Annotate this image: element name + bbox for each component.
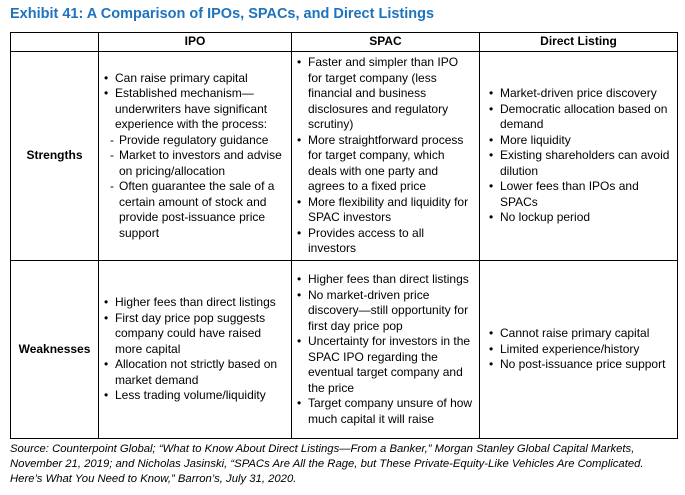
bullet-item: Established mechanism—underwriters have … [101,86,287,133]
bullet-item: Limited experience/history [486,342,673,358]
bullet-item: Target company unsure of how much capita… [294,396,475,427]
weaknesses-ipo-cell: Higher fees than direct listingsFirst da… [98,260,292,439]
row-label-weaknesses: Weaknesses [10,260,99,439]
strengths-ipo-list: Can raise primary capitalEstablished mec… [101,71,287,242]
bullet-item: Democratic allocation based on demand [486,102,673,133]
strengths-row: Strengths Can raise primary capitalEstab… [10,51,678,261]
weaknesses-direct-list: Cannot raise primary capitalLimited expe… [486,326,673,373]
weaknesses-direct-cell: Cannot raise primary capitalLimited expe… [479,260,678,439]
source-date: , July 31, 2020. [219,473,297,485]
header-spac: SPAC [291,32,480,52]
header-ipo: IPO [98,32,292,52]
strengths-direct-cell: Market-driven price discoveryDemocratic … [479,51,678,261]
strengths-direct-list: Market-driven price discoveryDemocratic … [486,86,673,226]
bullet-item: More liquidity [486,133,673,149]
weaknesses-ipo-list: Higher fees than direct listingsFirst da… [101,295,287,404]
bullet-item: More straightforward process for target … [294,133,475,195]
bullet-item: Provides access to all investors [294,226,475,257]
bullet-item: Cannot raise primary capital [486,326,673,342]
bullet-item: Can raise primary capital [101,71,287,87]
bullet-item: First day price pop suggests company cou… [101,311,287,358]
bullet-item: Higher fees than direct listings [101,295,287,311]
bullet-item: Allocation not strictly based on market … [101,357,287,388]
header-direct-listing: Direct Listing [479,32,678,52]
weaknesses-spac-cell: Higher fees than direct listingsNo marke… [291,260,480,439]
corner-cell [10,32,99,52]
strengths-ipo-cell: Can raise primary capitalEstablished mec… [98,51,292,261]
weaknesses-row: Weaknesses Higher fees than direct listi… [10,260,678,439]
exhibit-title: Exhibit 41: A Comparison of IPOs, SPACs,… [10,6,435,22]
source-publication: Barron’s [177,473,220,485]
bullet-item: Higher fees than direct listings [294,272,475,288]
row-label-strengths: Strengths [10,51,99,261]
source-text: Source: Counterpoint Global; “What to Kn… [10,443,644,485]
bullet-item: No post-issuance price support [486,357,673,373]
bullet-item: Lower fees than IPOs and SPACs [486,179,673,210]
weaknesses-spac-list: Higher fees than direct listingsNo marke… [294,272,475,427]
bullet-item: Provide regulatory guidance [101,133,287,149]
bullet-item: Less trading volume/liquidity [101,388,287,404]
bullet-item: Faster and simpler than IPO for target c… [294,55,475,133]
bullet-item: Uncertainty for investors in the SPAC IP… [294,334,475,396]
bullet-item: No market-driven price discovery—still o… [294,288,475,335]
bullet-item: Often guarantee the sale of a certain am… [101,179,287,241]
bullet-item: Existing shareholders can avoid dilution [486,148,673,179]
comparison-table: IPO SPAC Direct Listing Strengths Can ra… [10,32,678,439]
bullet-item: Market to investors and advise on pricin… [101,148,287,179]
bullet-item: Market-driven price discovery [486,86,673,102]
strengths-spac-cell: Faster and simpler than IPO for target c… [291,51,480,261]
header-row: IPO SPAC Direct Listing [10,32,678,52]
bullet-item: No lockup period [486,210,673,226]
source-note: Source: Counterpoint Global; “What to Kn… [10,442,678,487]
bullet-item: More flexibility and liquidity for SPAC … [294,195,475,226]
strengths-spac-list: Faster and simpler than IPO for target c… [294,55,475,257]
